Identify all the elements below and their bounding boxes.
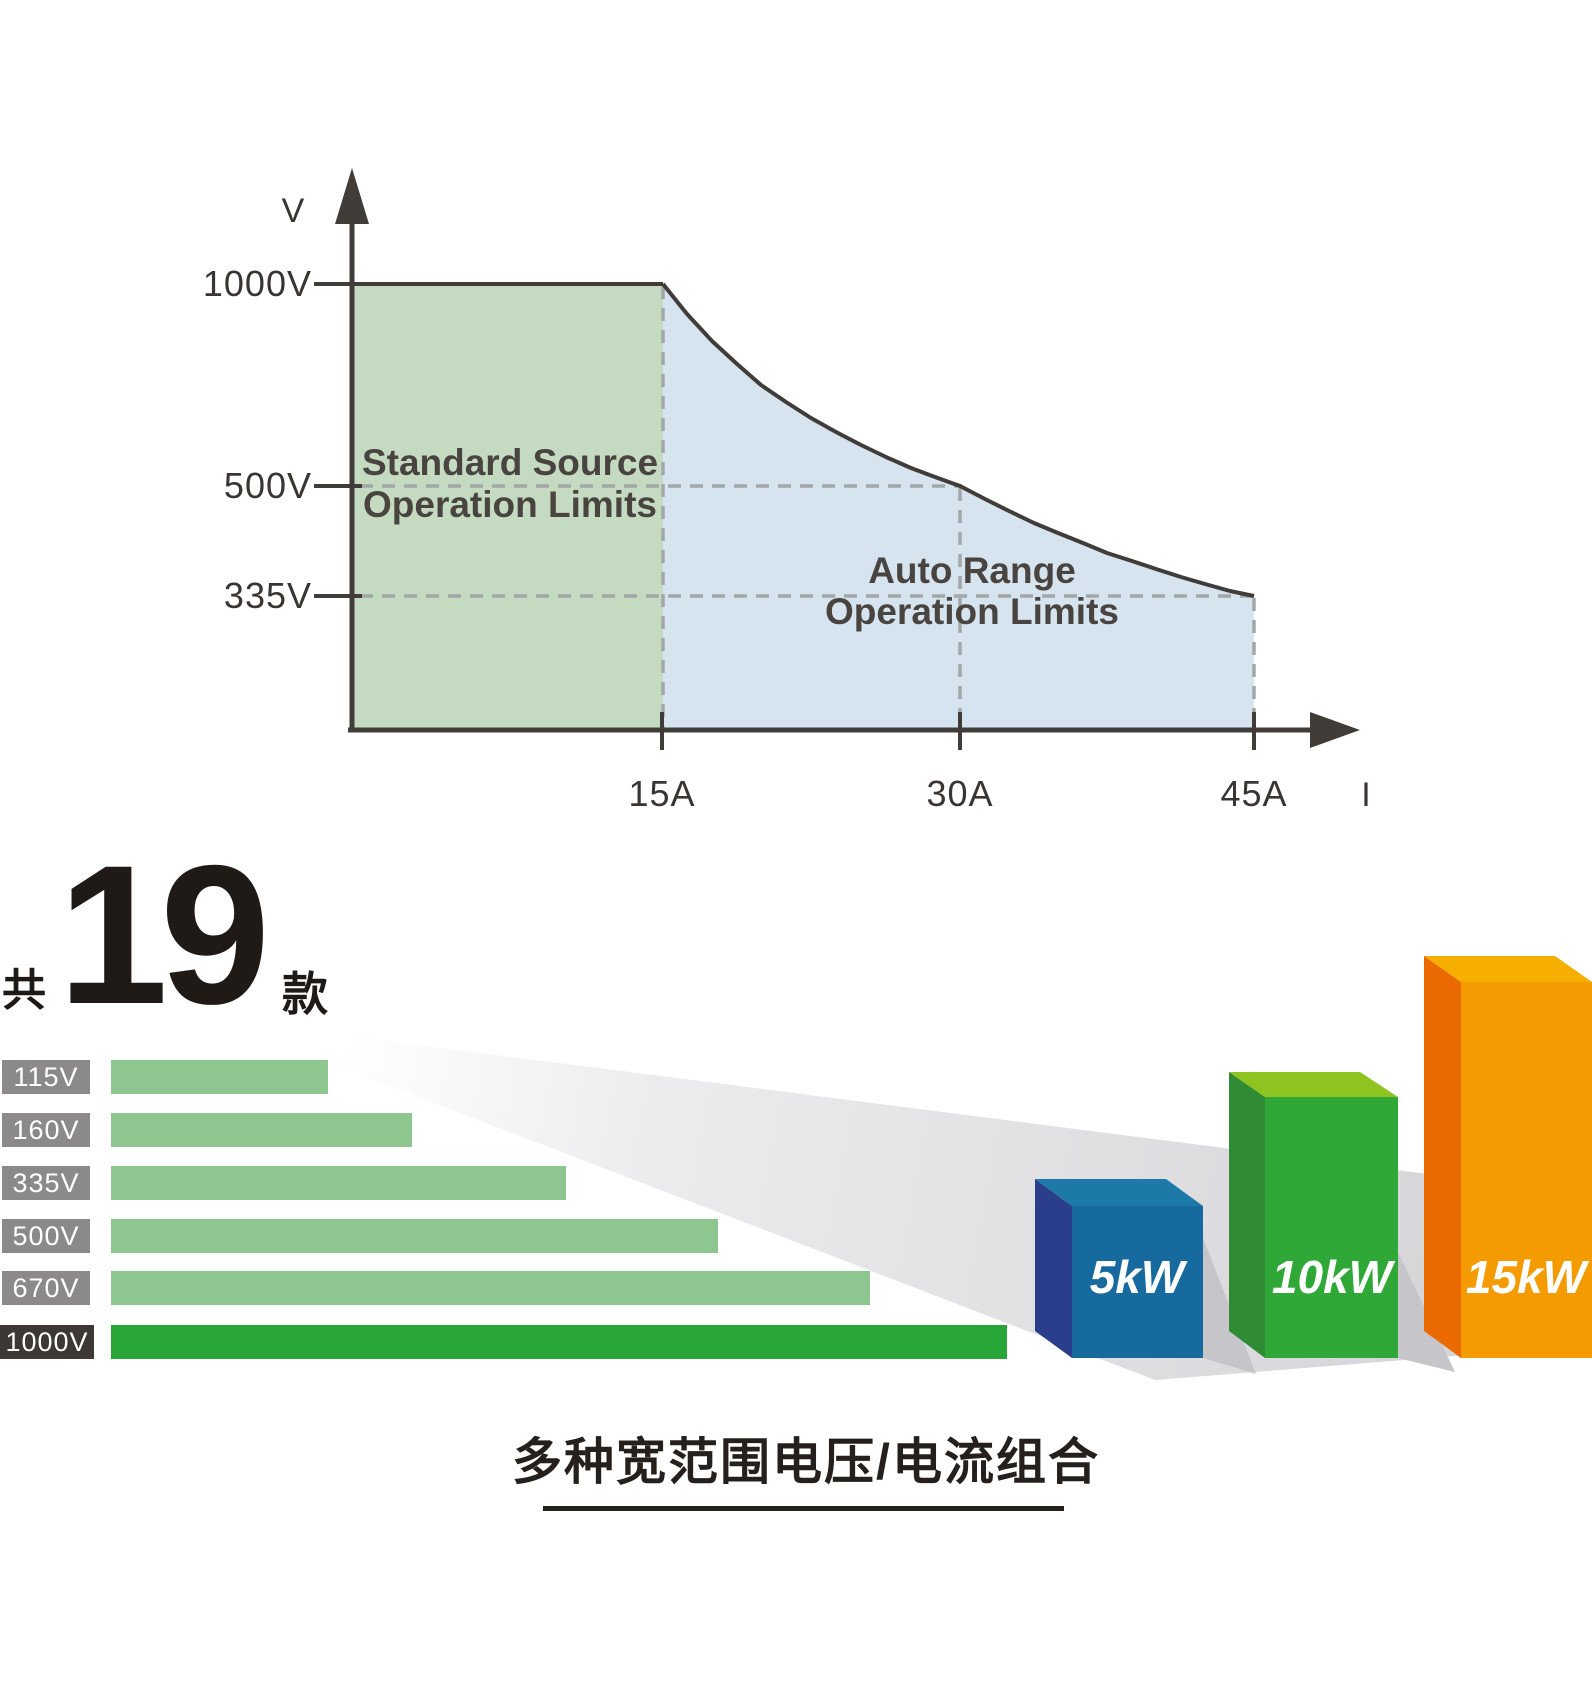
voltage-bar xyxy=(111,1113,412,1147)
models-3d-graphic: 5kW 10kW 15kW xyxy=(348,956,1592,1380)
x-axis-label: I xyxy=(1361,776,1370,814)
box-10kw-side xyxy=(1229,1072,1265,1358)
x-axis-arrow-icon xyxy=(1310,712,1360,748)
box-15kw-side xyxy=(1424,956,1461,1358)
standard-region-label-line2: Operation Limits xyxy=(363,484,657,525)
y-tick-1000v: 1000V xyxy=(203,263,312,304)
box-5kw-top xyxy=(1035,1179,1203,1206)
voltage-row-335v: 335V xyxy=(0,1166,1592,1200)
bottom-caption: 多种宽范围电压/电流组合 xyxy=(512,1434,1100,1490)
voltage-row-1000v: 1000V xyxy=(0,1325,1592,1359)
y-tick-500v: 500V xyxy=(224,465,312,506)
x-tick-15a: 15A xyxy=(628,773,695,814)
voltage-bar xyxy=(111,1271,870,1305)
box-5kw-front xyxy=(1072,1206,1203,1358)
box-5kw-side xyxy=(1035,1179,1072,1358)
voltage-row-160v: 160V xyxy=(0,1113,1592,1147)
y-tick-335v: 335V xyxy=(224,575,312,616)
voltage-badge: 500V xyxy=(2,1219,90,1253)
voltage-badge: 1000V xyxy=(0,1325,94,1359)
box-15kw-top xyxy=(1424,956,1592,982)
standard-source-region xyxy=(352,284,663,730)
voltage-row-500v: 500V xyxy=(0,1219,1592,1253)
box-15kw: 15kW xyxy=(1424,956,1592,1358)
box-10kw-label: 10kW xyxy=(1272,1251,1396,1303)
vi-limits-chart: V I 1000V 500V 335V 15A 30A 45A Standard… xyxy=(203,168,1371,814)
axes xyxy=(348,200,1314,733)
box-10kw: 10kW xyxy=(1229,1072,1398,1358)
standard-region-label-line1: Standard Source xyxy=(362,442,658,483)
auto-range-label-line2: Operation Limits xyxy=(825,591,1119,632)
model-count-number: 19 xyxy=(58,824,270,1045)
tick-marks xyxy=(314,282,1256,750)
x-tick-30a: 30A xyxy=(926,773,993,814)
voltage-badge: 335V xyxy=(2,1166,90,1200)
box-15kw-label: 15kW xyxy=(1466,1251,1590,1303)
voltage-bar xyxy=(111,1166,566,1200)
dashed-guides xyxy=(316,286,1256,728)
voltage-bar xyxy=(111,1325,1007,1359)
voltage-badge: 115V xyxy=(2,1060,90,1094)
voltage-bar xyxy=(111,1219,718,1253)
box-10kw-top xyxy=(1229,1072,1398,1097)
voltage-badge: 670V xyxy=(2,1271,90,1305)
box-5kw-label: 5kW xyxy=(1090,1251,1188,1303)
constant-power-limit-curve xyxy=(661,282,1255,598)
box-5kw: 5kW xyxy=(1035,1179,1203,1358)
voltage-badge: 160V xyxy=(2,1113,90,1147)
voltage-row-670v: 670V xyxy=(0,1271,1592,1305)
model-count-suffix: 款 xyxy=(282,968,328,1020)
voltage-bar xyxy=(111,1060,328,1094)
x-tick-45a: 45A xyxy=(1220,773,1287,814)
y-axis-arrow-icon xyxy=(335,168,369,224)
auto-range-label-line1: Auto Range xyxy=(868,550,1076,591)
model-count-prefix: 共 xyxy=(2,966,46,1015)
voltage-row-115v: 115V xyxy=(0,1060,1592,1094)
y-axis-label: V xyxy=(282,192,305,230)
box-10kw-front xyxy=(1265,1097,1398,1358)
auto-range-region xyxy=(663,284,1254,730)
caption-underline xyxy=(543,1506,1064,1511)
box-15kw-front xyxy=(1461,982,1592,1358)
